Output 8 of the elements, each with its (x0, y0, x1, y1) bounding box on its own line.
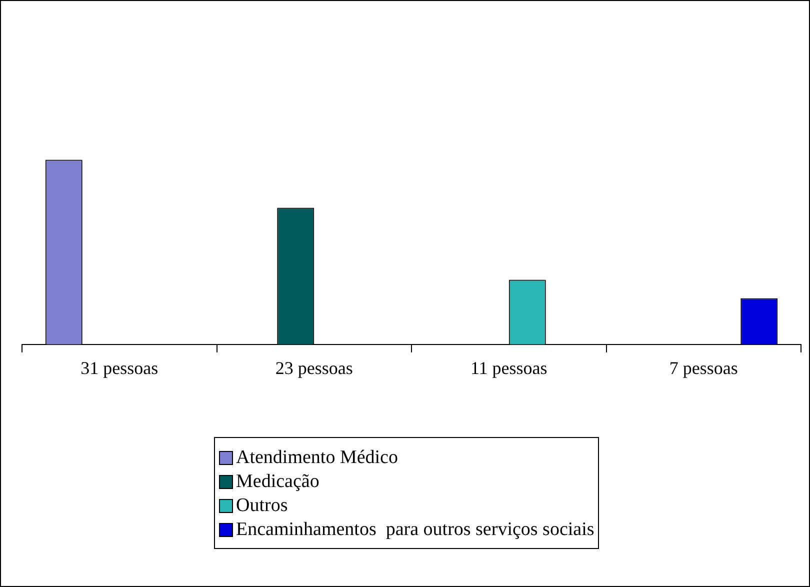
legend-label: Outros (236, 494, 288, 518)
x-tick-label: 31 pessoas (80, 358, 158, 378)
x-tick-label: 23 pessoas (275, 358, 353, 378)
legend-label: Medicação (236, 470, 320, 494)
legend-label: Encaminhamentos para outros serviços sociais (236, 518, 594, 542)
x-tick-label: 11 pessoas (470, 358, 548, 378)
x-tick-label: 7 pessoas (669, 358, 738, 378)
legend-label: Atendimento Médico (236, 446, 398, 470)
